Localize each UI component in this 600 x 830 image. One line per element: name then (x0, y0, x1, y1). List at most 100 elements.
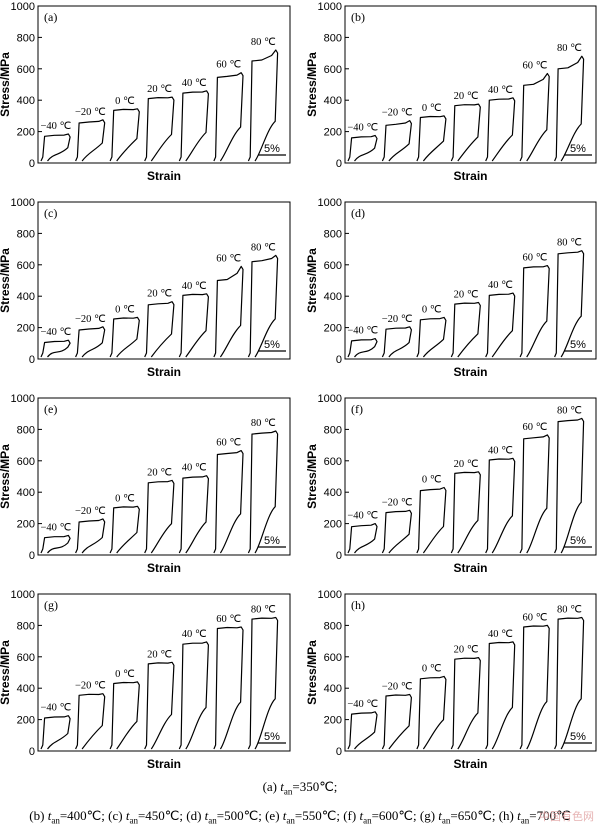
y-tick-label: 1000 (11, 589, 35, 601)
curve-1 (381, 509, 412, 554)
y-tick-label: 0 (29, 158, 35, 170)
curve-6 (554, 616, 585, 750)
curve-2 (416, 675, 447, 750)
panel-label: (e) (44, 402, 57, 416)
curve-label-6: 80 ℃ (557, 43, 582, 54)
curve-2 (109, 108, 140, 162)
caption-t-3: t (282, 808, 287, 823)
curve-label-2: 0 ℃ (422, 304, 442, 315)
curve-label-0: −40 ℃ (40, 703, 71, 714)
curve-2 (109, 316, 140, 358)
panel-label: (d) (351, 206, 365, 220)
panel-e: 0 200 400 600 800 1000 Stress/MPa Strain (e) 5% −4… (0, 393, 291, 575)
plot-frame (37, 201, 291, 360)
y-axis-label: Stress/MPa (0, 640, 12, 705)
plot-frame (344, 593, 597, 752)
caption-sub-6: an (520, 815, 530, 826)
curve-label-5: 60 ℃ (216, 614, 241, 625)
y-tick-label: 400 (17, 683, 35, 695)
y-axis-label: Stress/MPa (305, 248, 319, 313)
y-tick-label: 0 (29, 746, 35, 758)
y-tick-label: 0 (29, 550, 35, 562)
curve-label-0: −40 ℃ (40, 327, 71, 338)
curve-label-0: −40 ℃ (40, 522, 71, 533)
y-tick-label: 200 (17, 715, 35, 727)
curve-3 (450, 657, 481, 750)
scale-bar-label: 5% (264, 535, 280, 547)
x-axis-label: Strain (453, 169, 487, 183)
curve-label-4: 40 ℃ (182, 281, 207, 292)
curve-label-3: 20 ℃ (454, 459, 479, 470)
y-tick-label: 600 (324, 652, 342, 664)
curve-5 (519, 72, 550, 162)
y-tick-label: 200 (324, 715, 342, 727)
curve-3 (450, 301, 481, 358)
y-axis-label: Stress/MPa (0, 444, 12, 509)
panel-label: (c) (44, 206, 57, 220)
curve-label-4: 40 ℃ (488, 85, 513, 96)
curve-2 (416, 115, 447, 162)
curve-label-5: 60 ℃ (522, 612, 547, 623)
curve-label-6: 80 ℃ (557, 605, 582, 616)
curve-label-6: 80 ℃ (251, 37, 276, 48)
y-tick-label: 0 (336, 354, 342, 366)
curve-4 (485, 457, 516, 554)
curve-6 (247, 616, 279, 750)
caption-value-2: =500℃; (216, 808, 266, 823)
y-tick-label: 200 (17, 519, 35, 531)
curve-6 (554, 250, 585, 358)
curve-label-3: 20 ℃ (147, 289, 172, 300)
y-tick-label: 400 (324, 95, 342, 107)
y-tick-label: 600 (17, 64, 35, 76)
curve-0 (347, 711, 378, 750)
y-tick-label: 1000 (318, 589, 342, 601)
curve-label-0: −40 ℃ (347, 699, 378, 710)
curve-label-1: −20 ℃ (75, 314, 106, 325)
y-tick-label: 1000 (318, 197, 342, 209)
caption-prefix-4: (f) (343, 808, 360, 823)
panel-c: 0 200 400 600 800 1000 Stress/MPa Strain (c) 5% −4… (0, 197, 291, 379)
caption-value-6: =700℃ (529, 808, 571, 823)
y-tick-label: 800 (324, 424, 342, 436)
curve-label-2: 0 ℃ (115, 669, 135, 680)
caption-t-1: t (125, 808, 130, 823)
curve-label-0: −40 ℃ (347, 123, 378, 134)
caption-a-prefix: (a) (262, 779, 281, 794)
x-axis-label: Strain (453, 757, 487, 771)
y-axis-label: Stress/MPa (305, 52, 319, 117)
curve-label-4: 40 ℃ (182, 78, 207, 89)
panel-d: 0 200 400 600 800 1000 Stress/MPa Strain (d) 5% −4… (305, 197, 597, 379)
y-axis-label: Stress/MPa (305, 444, 319, 509)
curve-label-3: 20 ℃ (454, 645, 479, 656)
curve-4 (178, 293, 209, 358)
y-tick-label: 400 (17, 95, 35, 107)
caption-a-t: t (280, 779, 284, 794)
caption-value-1: =450℃; (137, 808, 187, 823)
y-tick-label: 800 (324, 620, 342, 632)
curve-2 (109, 505, 140, 554)
y-tick-label: 800 (324, 32, 342, 44)
x-axis-label: Strain (147, 757, 181, 771)
y-tick-label: 600 (17, 652, 35, 664)
curve-4 (178, 475, 209, 554)
curve-0 (347, 338, 378, 358)
caption-value-0: =400℃; (59, 808, 109, 823)
y-tick-label: 200 (17, 323, 35, 335)
curve-label-5: 60 ℃ (522, 422, 547, 433)
curve-6 (247, 254, 279, 358)
curve-label-2: 0 ℃ (422, 103, 442, 114)
curve-label-0: −40 ℃ (347, 511, 378, 522)
curve-label-1: −20 ℃ (382, 108, 413, 119)
curve-3 (144, 661, 175, 750)
caption-a-value: =350℃; (292, 779, 338, 794)
plot-frame (344, 201, 597, 360)
curve-0 (40, 715, 71, 750)
curve-label-6: 80 ℃ (251, 242, 276, 253)
curve-label-4: 40 ℃ (488, 629, 513, 640)
curve-label-1: −20 ℃ (382, 682, 413, 693)
y-tick-label: 400 (17, 291, 35, 303)
y-tick-label: 1000 (11, 393, 35, 405)
x-axis-label: Strain (453, 561, 487, 575)
curve-label-5: 60 ℃ (216, 253, 241, 264)
curve-label-1: −20 ℃ (382, 497, 413, 508)
